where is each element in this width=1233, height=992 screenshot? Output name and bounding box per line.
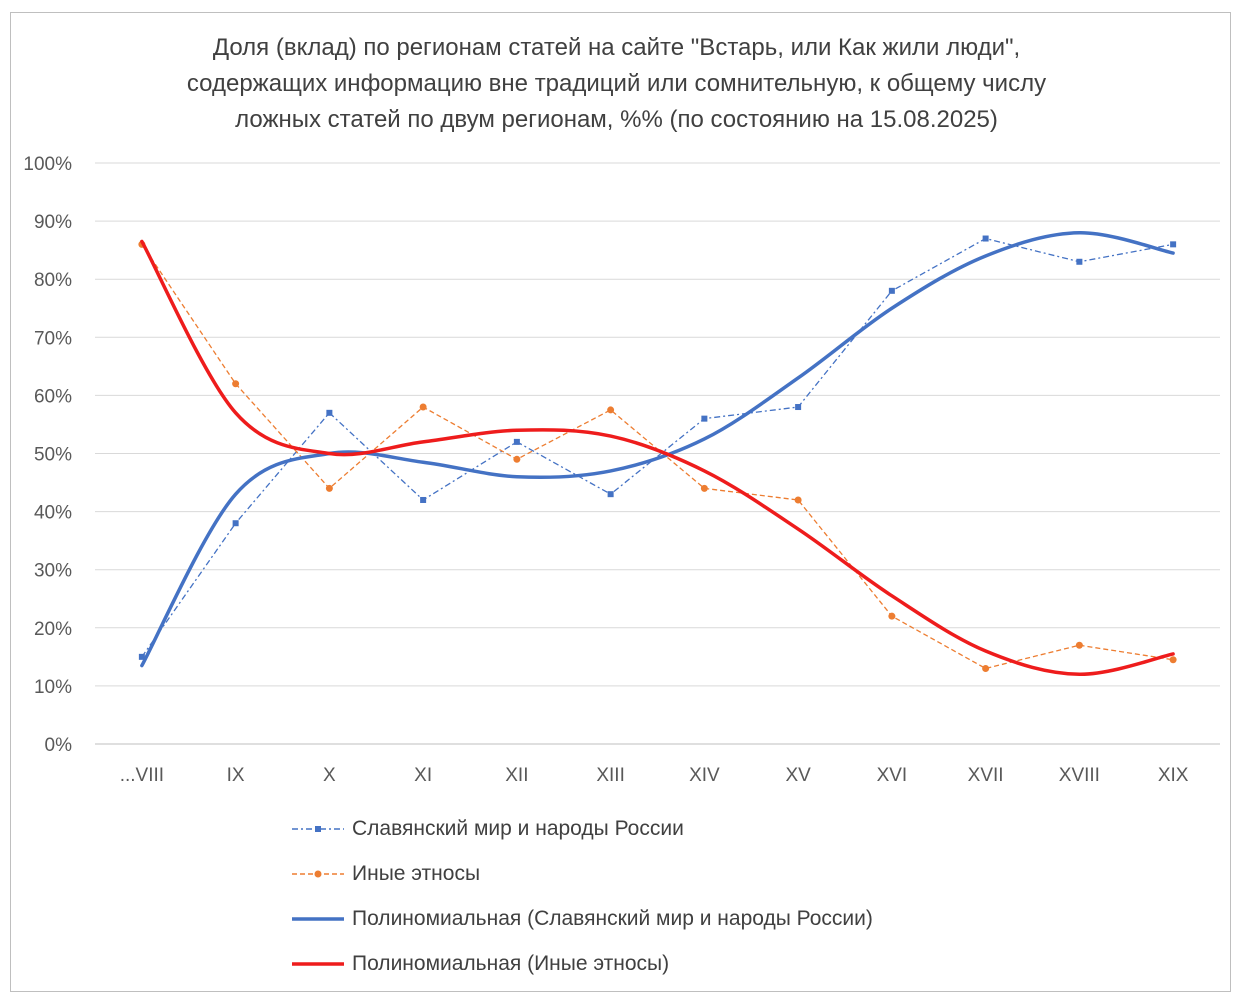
legend-swatch-trend-slavic [292,916,344,921]
y-tick-label: 70% [34,328,72,349]
data-point-slavic [888,287,895,294]
data-point-slavic [607,491,614,498]
x-tick-label: XII [505,765,528,786]
series-line-trend-slavic [140,230,1175,668]
data-point-slavic [513,438,520,445]
y-tick-label: 80% [34,270,72,291]
data-point-slavic [138,653,145,660]
data-point-slavic [982,235,989,242]
chart-title-line-1: Доля (вклад) по регионам статей на сайте… [212,34,1021,61]
data-point-other [700,484,708,492]
y-tick-label: 60% [34,386,72,407]
chart-frame [10,12,1231,992]
y-tick-label: 10% [34,677,72,698]
y-tick-label: 100% [23,154,72,175]
data-point-slavic [326,409,333,416]
data-point-other [794,496,802,504]
data-point-other [1169,656,1177,664]
data-point-other [982,664,990,672]
legend-label-trend-other: Полиномиальная (Иные этносы) [352,951,670,975]
series-line-slavic [141,237,1174,658]
x-tick-label: ...VIII [120,765,164,786]
x-tick-label: XIX [1158,765,1189,786]
legend-label-slavic: Славянский мир и народы России [352,816,684,840]
series-line-other [141,243,1174,670]
chart-title-line-2: содержащих информацию вне традиций или с… [186,70,1047,97]
x-tick-label: XIII [596,765,625,786]
data-point-other [888,612,896,620]
x-tick-label: X [323,765,336,786]
legend-item-slavic: Славянский мир и народы России [290,806,873,851]
data-point-other [1075,641,1083,649]
legend-item-other: Иные этносы [290,851,873,896]
data-point-slavic [701,415,708,422]
chart-title: Доля (вклад) по регионам статей на сайте… [0,30,1233,138]
data-point-slavic [1170,241,1177,248]
legend-label-trend-slavic: Полиномиальная (Славянский мир и народы … [352,906,873,930]
data-point-other [232,380,240,388]
data-point-other [419,403,427,411]
y-tick-label: 20% [34,619,72,640]
data-point-other [513,455,521,463]
x-tick-label: IX [227,765,245,786]
legend-label-other: Иные этносы [352,861,481,885]
x-tick-label: XVI [877,765,908,786]
data-point-other [607,406,615,414]
series-line-trend-other [140,239,1175,677]
legend-swatch-slavic [292,825,344,832]
chart-title-line-3: ложных статей по двум регионам, %% (по с… [235,106,998,133]
legend-item-trend-other: Полиномиальная (Иные этносы) [290,941,873,986]
y-tick-label: 0% [45,735,73,756]
data-point-slavic [232,520,239,527]
y-tick-label: 50% [34,445,72,466]
legend-swatch-trend-other [292,961,344,966]
x-tick-label: XVIII [1059,765,1100,786]
x-tick-label: XV [785,765,811,786]
line-chart: 0% 10% 20% 30% 40% 50% 60% 70% 80% 90% 100% ...VIII… [23,154,1220,786]
legend-item-trend-slavic: Полиномиальная (Славянский мир и народы … [290,896,873,941]
x-tick-label: XVII [968,765,1004,786]
x-tick-label: XIV [689,765,720,786]
y-tick-label: 30% [34,561,72,582]
y-tick-label: 90% [34,212,72,233]
legend: Славянский мир и народы России Иные этно… [290,806,873,986]
data-point-slavic [795,404,802,411]
data-point-slavic [420,496,427,503]
y-tick-label: 40% [34,503,72,524]
legend-swatch-other [292,870,344,877]
x-tick-label: XI [414,765,432,786]
data-point-other [325,484,333,492]
data-point-slavic [1076,258,1083,265]
